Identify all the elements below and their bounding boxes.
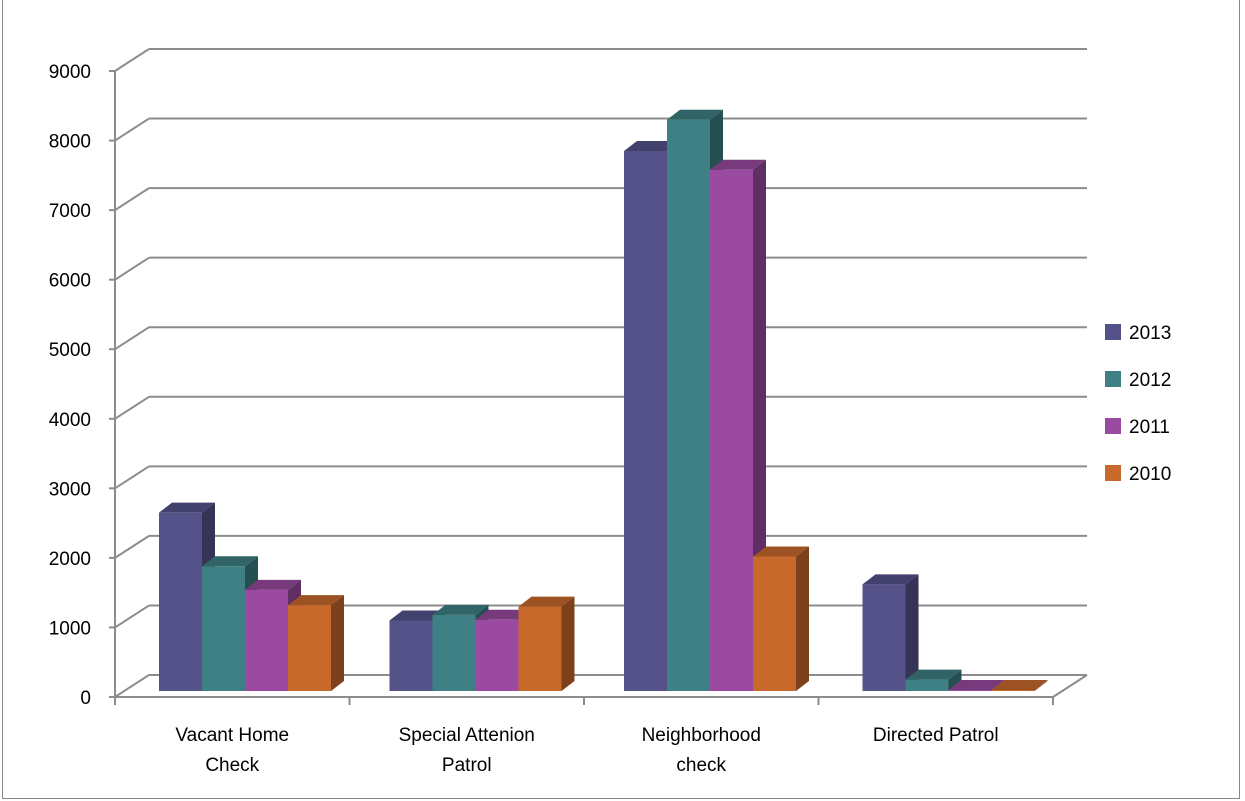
gridlines — [114, 48, 1088, 698]
legend-item-2010: 2010 — [1105, 464, 1171, 485]
bar-chart: 0 1000 2000 3000 4000 5000 6000 7000 8000 9000 Va… — [49, 48, 1171, 776]
bar-2012 — [667, 109, 723, 691]
y-tick-label: 8000 — [49, 132, 91, 153]
y-axis: 0 1000 2000 3000 4000 5000 6000 7000 8000 9000 — [49, 62, 116, 709]
bar-side-face — [561, 596, 575, 691]
y-tick-label: 7000 — [49, 201, 91, 222]
legend-swatch — [1105, 465, 1121, 481]
bar-top-face — [159, 502, 215, 513]
bar-front-face — [432, 614, 476, 691]
bar-2013 — [862, 574, 919, 691]
x-tick-label: Vacant Home Check — [175, 725, 289, 776]
gridline-diagonal — [114, 326, 150, 351]
legend-item-2011: 2011 — [1105, 417, 1170, 438]
bar-top-face — [710, 159, 766, 170]
legend-item-2013: 2013 — [1105, 323, 1171, 344]
bar-front-face — [753, 556, 796, 691]
bar-front-face — [991, 690, 1035, 691]
gridline-diagonal — [114, 604, 150, 629]
bar-side-face — [1034, 680, 1048, 691]
legend-label: 2013 — [1129, 323, 1171, 344]
legend: 2013 2012 2011 2010 — [1105, 323, 1171, 485]
bar-2010 — [991, 680, 1048, 691]
floor-edge — [1052, 674, 1088, 698]
legend-label: 2012 — [1129, 370, 1171, 391]
y-tick-label: 3000 — [49, 479, 91, 500]
bar-front-face — [862, 584, 906, 691]
bar-top-face — [948, 680, 1005, 690]
bar-front-face — [667, 119, 710, 691]
bar-top-face — [905, 669, 962, 680]
bar-front-face — [288, 605, 331, 691]
bar-front-face — [905, 679, 949, 691]
gridline-diagonal — [114, 256, 150, 281]
bar-front-face — [518, 606, 562, 691]
gridline-diagonal — [114, 535, 150, 559]
bar-front-face — [475, 619, 519, 691]
y-tick-label: 2000 — [49, 549, 91, 570]
legend-swatch — [1105, 324, 1121, 340]
legend-label: 2011 — [1129, 417, 1170, 438]
x-axis: Vacant Home Check Special Attenion Patrol Ne… — [114, 696, 1054, 776]
x-tick-label: Directed Patrol — [873, 725, 999, 746]
bar-top-face — [389, 610, 446, 621]
gridline-diagonal — [114, 48, 150, 72]
y-tick-label: 4000 — [49, 410, 91, 431]
bar-front-face — [245, 589, 288, 691]
bar-2010 — [753, 546, 809, 691]
bar-front-face — [948, 690, 992, 691]
legend-swatch — [1105, 371, 1121, 387]
bar-side-face — [948, 669, 962, 691]
bar-side-face — [331, 595, 344, 691]
bar-front-face — [710, 169, 753, 691]
y-tick-label: 1000 — [49, 618, 91, 639]
bar-side-face — [905, 574, 919, 691]
bar-top-face — [518, 596, 575, 607]
bar-top-face — [667, 109, 723, 120]
gridline-diagonal — [114, 395, 150, 420]
bar-front-face — [624, 150, 667, 691]
y-tick-label: 5000 — [49, 340, 91, 361]
bar-top-face — [991, 680, 1048, 690]
gridline-diagonal — [114, 187, 150, 211]
bar-2012 — [905, 669, 962, 691]
bar-front-face — [202, 566, 245, 691]
x-tick-label: Neighborhood check — [642, 725, 761, 776]
bar-top-face — [288, 595, 344, 606]
legend-label: 2010 — [1129, 464, 1171, 485]
bars — [159, 109, 1048, 691]
bar-top-face — [245, 579, 301, 590]
bar-top-face — [862, 574, 919, 585]
gridline-diagonal — [114, 674, 150, 698]
x-tick-label: Special Attenion Patrol — [399, 725, 535, 776]
bar-2010 — [288, 595, 344, 691]
bar-front-face — [159, 512, 202, 691]
y-tick-label: 9000 — [49, 62, 91, 83]
bar-top-face — [475, 609, 532, 620]
bar-2010 — [518, 596, 575, 691]
y-tick-label: 0 — [80, 688, 91, 709]
bar-top-face — [432, 604, 489, 615]
legend-swatch — [1105, 418, 1121, 434]
bar-top-face — [202, 556, 258, 567]
gridline-diagonal — [114, 465, 150, 490]
legend-item-2012: 2012 — [1105, 370, 1171, 391]
gridline-diagonal — [114, 117, 150, 142]
y-tick-label: 6000 — [49, 271, 91, 292]
bar-front-face — [389, 620, 433, 691]
bar-top-face — [753, 546, 809, 557]
bar-top-face — [624, 140, 680, 151]
bar-side-face — [796, 546, 809, 691]
